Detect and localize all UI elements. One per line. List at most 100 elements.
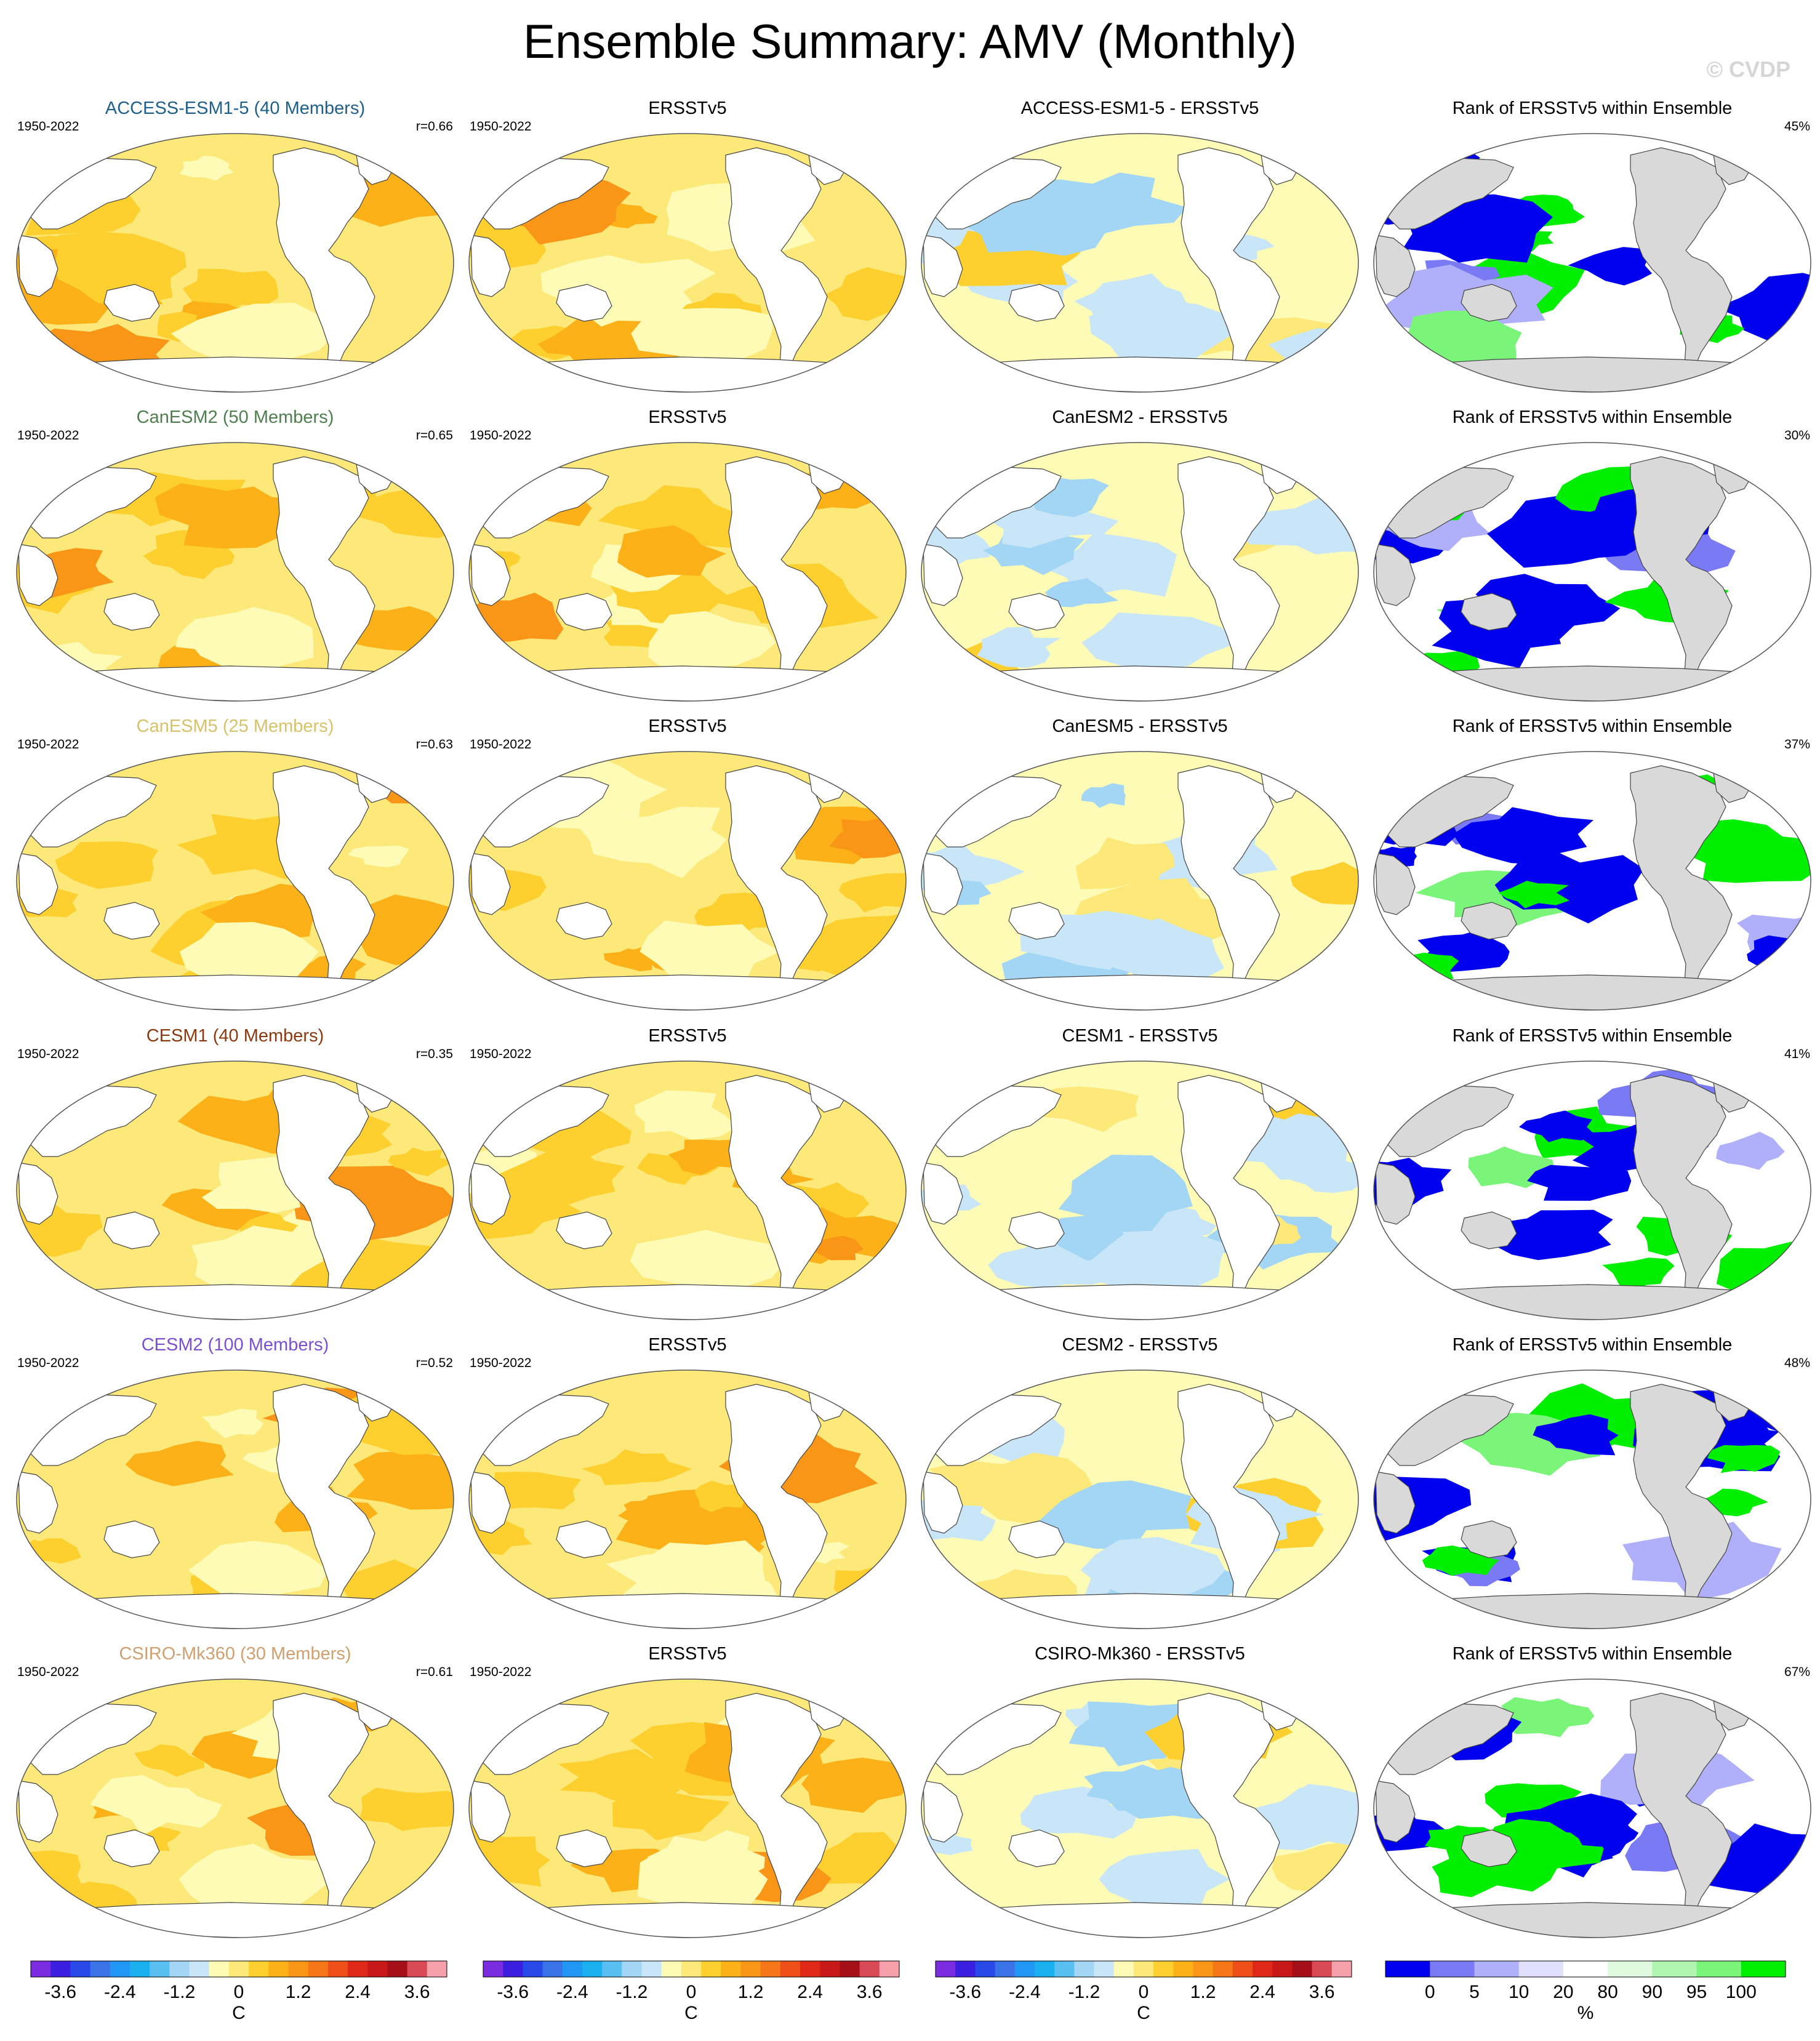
panel-title: CSIRO-Mk360 (30 Members): [119, 1644, 351, 1664]
colorbar-swatch: [820, 1961, 840, 1977]
colorbar-swatch: [1292, 1961, 1313, 1977]
colorbar-tick-label: 2.4: [345, 1982, 371, 2002]
global-map: [16, 751, 454, 1011]
landmass-antarctica: [1414, 974, 1779, 1010]
map-anomaly-patch: [631, 308, 776, 364]
colorbar-swatch: [308, 1961, 329, 1977]
colorbar-swatch: [288, 1961, 309, 1977]
map-anomaly-patch: [618, 1496, 678, 1523]
landmass-africa: [18, 1780, 58, 1843]
colorbar-tick-label: 2.4: [1249, 1982, 1275, 2002]
map-outline: [468, 442, 907, 702]
colorbar-frame: [483, 1960, 900, 1978]
map-outline: [921, 1369, 1359, 1629]
colorbar-tick-label: 1.2: [738, 1982, 764, 2002]
map-anomaly-patch: [191, 1225, 324, 1289]
landmass-australia: [556, 1520, 612, 1558]
colorbar-swatch: [936, 1961, 956, 1977]
map-anomaly-patch: [639, 920, 781, 984]
map-anomaly-patch: [469, 1825, 550, 1887]
map-anomaly-patch: [1044, 578, 1119, 607]
colorbar-swatch: [110, 1961, 130, 1977]
colorbar-tick-label: 5: [1469, 1982, 1480, 2002]
colorbar-swatch: [955, 1961, 976, 1977]
colorbar-tick-label: 10: [1509, 1982, 1529, 2002]
landmass-australia: [103, 284, 160, 322]
map-anomaly-patch: [1453, 807, 1594, 865]
map-anomaly-patch: [1099, 1848, 1230, 1914]
landmass-antarctica: [1414, 665, 1779, 701]
map-outline: [1373, 1369, 1811, 1629]
colorbar-frame: [935, 1960, 1352, 1978]
colorbar-swatch: [483, 1961, 503, 1977]
colorbar-swatch: [1253, 1961, 1273, 1977]
period-label: 1950-2022: [17, 119, 79, 134]
map-anomaly-patch: [178, 1843, 334, 1911]
landmass-australia: [1461, 902, 1517, 940]
panel-title: CanESM2 (50 Members): [136, 407, 334, 427]
global-map: [468, 442, 907, 702]
map-anomaly-patch: [1402, 952, 1459, 981]
period-label: 1950-2022: [470, 1356, 532, 1370]
colorbar-tick-label: 1.2: [286, 1982, 311, 2002]
map-panel-obs: ERSSTv5 1950-2022: [460, 407, 915, 703]
panel-title: ERSSTv5: [648, 716, 727, 736]
landmass-antarctica: [57, 1284, 422, 1320]
map-anomaly-patch: [473, 174, 631, 245]
colorbar-swatch: [427, 1961, 447, 1977]
pattern-correlation-label: r=0.61: [415, 1665, 453, 1679]
colorbar-swatch: [1608, 1961, 1653, 1977]
colorbar-rank: 0 5 10 20 80 90 95 100%: [1382, 1957, 1820, 2031]
map-panel-model: CESM2 (100 Members) 1950-2022 r=0.52: [7, 1335, 463, 1630]
landmass-antarctica: [962, 356, 1327, 392]
panel-title: CESM2 (100 Members): [141, 1335, 329, 1355]
map-anomaly-patch: [348, 845, 409, 867]
global-map: [16, 1061, 454, 1320]
rank-percent-label: 48%: [1784, 1356, 1810, 1370]
colorbar-swatch: [209, 1961, 230, 1977]
landmass-australia: [103, 1829, 160, 1867]
global-map: [1373, 442, 1811, 702]
map-panel-diff: CanESM5 - ERSSTv5: [912, 716, 1368, 1012]
map-anomaly-patch: [359, 1787, 454, 1831]
map-anomaly-patch: [1519, 1110, 1595, 1142]
landmass-antarctica: [510, 356, 875, 392]
colorbar-swatch: [582, 1961, 603, 1977]
colorbar-swatch: [1696, 1961, 1742, 1977]
colorbar-swatch: [249, 1961, 269, 1977]
panel-title: Rank of ERSSTv5 within Ensemble: [1452, 1335, 1733, 1355]
colorbar-swatch: [1213, 1961, 1233, 1977]
landmass-australia: [1461, 593, 1517, 631]
map-anomaly-patch: [191, 1728, 296, 1779]
map-outline: [468, 1061, 907, 1320]
map-anomaly-patch: [1747, 935, 1811, 973]
landmass-australia: [1008, 1520, 1065, 1558]
map-panel-model: CSIRO-Mk360 (30 Members) 1950-2022 r=0.61: [7, 1644, 463, 1939]
map-outline: [16, 1369, 454, 1629]
map-panel-diff: CESM2 - ERSSTv5: [912, 1335, 1368, 1630]
colorbar-model: -3.6 -2.4 -1.2 0 1.2 2.4 3.6 C: [25, 1957, 480, 2031]
map-panel-model: CanESM5 (25 Members) 1950-2022 r=0.63: [7, 716, 463, 1012]
colorbar-swatch: [150, 1961, 170, 1977]
landmass-antarctica: [510, 1284, 875, 1320]
global-map: [468, 751, 907, 1011]
panel-title: CanESM5 (25 Members): [136, 716, 334, 736]
landmass-africa: [1375, 852, 1416, 915]
colorbar-swatch: [50, 1961, 71, 1977]
colorbar-swatch: [129, 1961, 150, 1977]
map-anomaly-patch: [1568, 247, 1653, 286]
colorbar-tick-label: -1.2: [1068, 1982, 1100, 2002]
map-anomaly-patch: [1089, 300, 1233, 367]
map-anomaly-patch: [201, 1408, 263, 1438]
landmass-africa: [470, 543, 511, 606]
global-map: [921, 1678, 1359, 1938]
global-map: [1373, 1369, 1811, 1629]
colorbar-frame: [30, 1960, 447, 1978]
colorbar-swatch: [1074, 1961, 1095, 1977]
global-map: [1373, 1678, 1811, 1938]
global-map: [1373, 751, 1811, 1011]
map-anomaly-patch: [1385, 650, 1480, 686]
map-anomaly-patch: [1090, 1233, 1227, 1293]
colorbar-swatch: [542, 1961, 563, 1977]
colorbar-tick-label: 95: [1686, 1982, 1707, 2002]
